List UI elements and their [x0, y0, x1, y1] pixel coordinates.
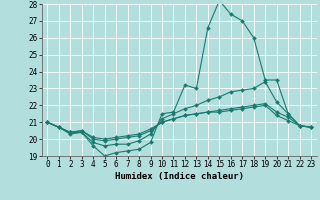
X-axis label: Humidex (Indice chaleur): Humidex (Indice chaleur) [115, 172, 244, 181]
